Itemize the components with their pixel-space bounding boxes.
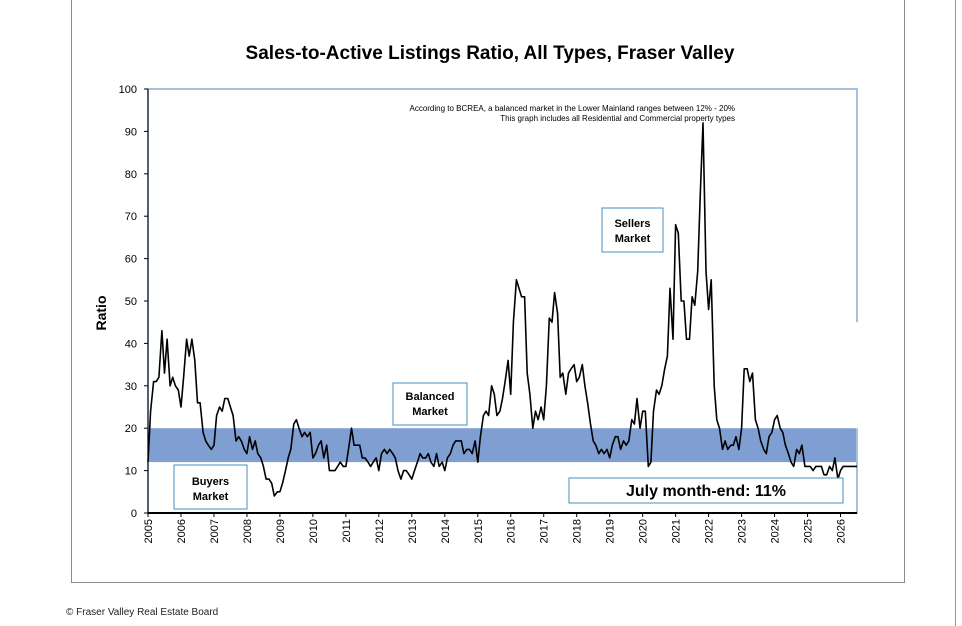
x-tick-label: 2009: [275, 519, 287, 543]
x-tick-label: 2026: [836, 519, 848, 543]
y-axis-label: Ratio: [93, 296, 109, 331]
sellers-label-line-2: Market: [615, 233, 651, 245]
x-tick-label: 2010: [308, 519, 320, 543]
buyers-label-line-1: Buyers: [192, 476, 229, 488]
copyright-notice: © Fraser Valley Real Estate Board: [66, 607, 219, 618]
x-tick-label: 2018: [572, 519, 584, 543]
x-axis: 2005 2006 2007 2008 2009 2010 2011 2012 2013 2014…: [143, 512, 857, 543]
sellers-market-label: Sellers Market: [601, 207, 664, 253]
ratio-series-line: [147, 122, 857, 497]
y-tick-label: 100: [119, 84, 137, 96]
x-tick-label: 2011: [341, 519, 353, 543]
y-tick-label: 20: [125, 423, 137, 435]
ratio-series: [147, 122, 857, 497]
ratio-chart: Sales-to-Active Listings Ratio, All Type…: [93, 43, 859, 543]
y-tick-label: 60: [125, 254, 137, 266]
x-tick-label: 2015: [473, 519, 485, 543]
y-tick-label: 30: [125, 381, 137, 393]
x-tick-label: 2023: [737, 519, 749, 543]
x-tick-label: 2005: [143, 519, 155, 543]
july-callout: July month-end: 11%: [568, 477, 844, 504]
x-tick-label: 2008: [242, 519, 254, 543]
x-tick-label: 2025: [803, 519, 815, 543]
x-tick-label: 2017: [539, 519, 551, 543]
buyers-market-label: Buyers Market: [173, 464, 248, 510]
y-tick-label: 0: [131, 508, 137, 520]
july-callout-text: July month-end: 11%: [626, 483, 786, 500]
balanced-label-line-1: Balanced: [406, 391, 455, 403]
x-tick-label: 2012: [374, 519, 386, 543]
y-tick-label: 40: [125, 338, 137, 350]
x-tick-label: 2013: [407, 519, 419, 543]
x-tick-label: 2006: [176, 519, 188, 543]
note-line-2: This graph includes all Residential and …: [500, 114, 735, 123]
y-tick-label: 90: [125, 126, 137, 138]
window-edge-divider: [955, 0, 956, 626]
y-tick-label: 10: [125, 466, 137, 478]
x-tick-label: 2021: [671, 519, 683, 543]
sellers-label-line-1: Sellers: [614, 218, 650, 230]
chart-frame: [71, 0, 905, 583]
balanced-market-label: Balanced Market: [392, 382, 468, 426]
x-tick-label: 2022: [704, 519, 716, 543]
y-tick-label: 50: [125, 296, 137, 308]
y-tick-label: 80: [125, 169, 137, 181]
balanced-label-line-2: Market: [412, 406, 448, 418]
note-line-1: According to BCREA, a balanced market in…: [409, 104, 735, 113]
y-axis: 0 10 20 30 40 50 60 70 80 90 100: [119, 84, 149, 520]
x-tick-label: 2024: [770, 519, 782, 543]
x-tick-label: 2019: [605, 519, 617, 543]
buyers-label-line-2: Market: [193, 491, 229, 503]
y-tick-label: 70: [125, 211, 137, 223]
chart-title: Sales-to-Active Listings Ratio, All Type…: [246, 43, 735, 64]
x-tick-label: 2007: [209, 519, 221, 543]
x-tick-label: 2016: [506, 519, 518, 543]
x-tick-label: 2020: [638, 519, 650, 543]
x-tick-label: 2014: [440, 519, 452, 543]
